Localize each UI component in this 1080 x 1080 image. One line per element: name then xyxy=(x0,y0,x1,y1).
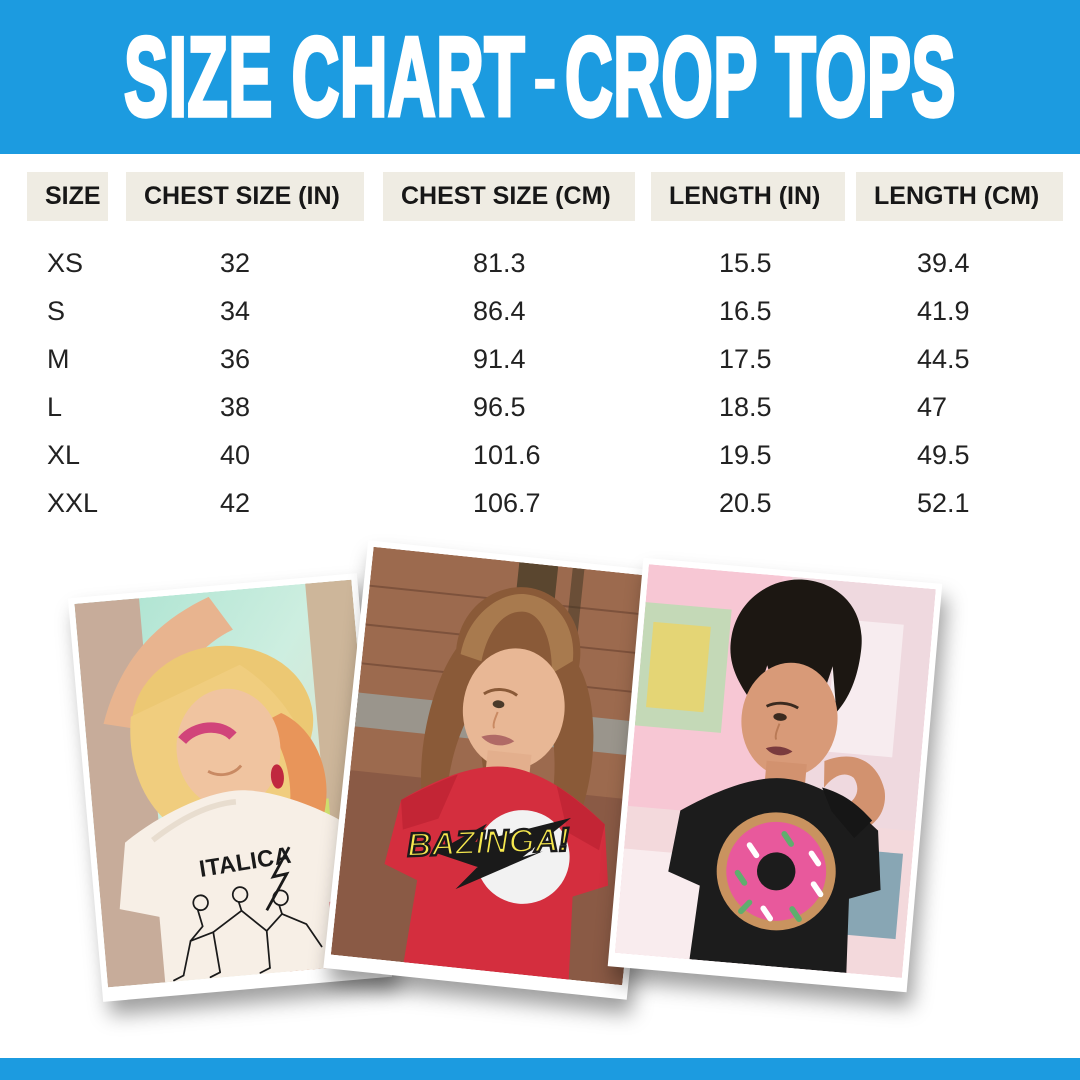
svg-text:BAZINGA!: BAZINGA! xyxy=(407,822,570,865)
